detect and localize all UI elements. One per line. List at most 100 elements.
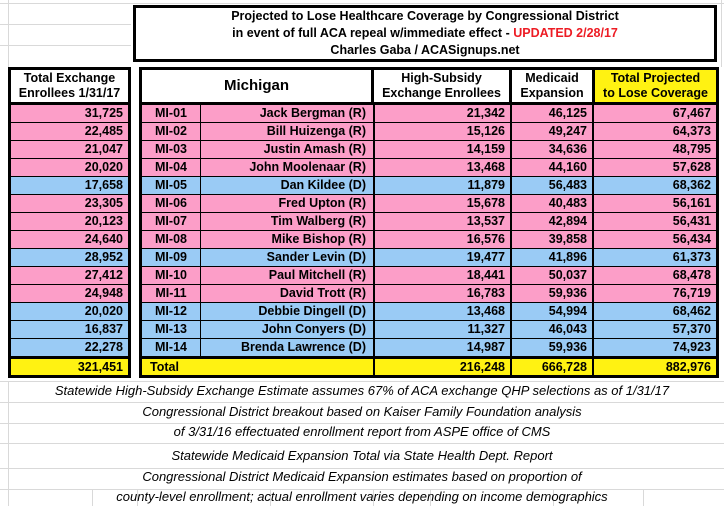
rep-cell[interactable]: Sander Levin (D) [201,249,375,266]
rep-cell[interactable]: John Moolenaar (R) [201,159,375,176]
high-subsidy-cell[interactable]: 13,468 [375,159,512,176]
total-cell[interactable]: 76,719 [672,286,711,300]
total-cell[interactable]: 74,923 [672,340,711,354]
high-subsidy-cell[interactable]: 15,678 [375,195,512,212]
high-subsidy-cell[interactable]: 15,126 [375,123,512,140]
medicaid-cell[interactable]: 46,125 [512,105,594,122]
enrollees-total-cell[interactable]: 321,451 [8,357,131,378]
totals-medicaid-cell[interactable]: 666,728 [512,359,594,375]
rep-cell[interactable]: Dan Kildee (D) [201,177,375,194]
enrollees-cell[interactable]: 28,952 [11,249,128,267]
total-cell[interactable]: 68,462 [672,304,711,318]
rep-cell[interactable]: Justin Amash (R) [201,141,375,158]
total-cell[interactable]: 57,628 [672,160,711,174]
enrollees-cell[interactable]: 16,837 [11,321,128,339]
rep-cell[interactable]: Jack Bergman (R) [201,105,375,122]
header-total-exchange-enrollees[interactable]: Total Exchange Enrollees 1/31/17 [8,67,131,105]
medicaid-cell[interactable]: 59,936 [512,339,594,356]
enrollees-cell[interactable]: 17,658 [11,177,128,195]
title-line2-prefix: in event of full ACA repeal w/immediate … [232,26,514,40]
total-cell[interactable]: 67,467 [672,106,711,120]
high-subsidy-cell[interactable]: 13,468 [375,303,512,320]
total-cell[interactable]: 57,370 [672,322,711,336]
enrollees-cell[interactable]: 22,278 [11,339,128,357]
district-cell[interactable]: MI-04 [142,159,201,176]
totals-high-subsidy-cell[interactable]: 216,248 [375,359,512,375]
rep-cell[interactable]: Mike Bishop (R) [201,231,375,248]
gridline [0,381,724,382]
medicaid-cell[interactable]: 41,896 [512,249,594,266]
rep-cell[interactable]: David Trott (R) [201,285,375,302]
table-row: MI-11 David Trott (R) 16,783 59,936 76,719 [142,285,716,303]
total-cell[interactable]: 61,373 [672,250,711,264]
high-subsidy-cell[interactable]: 16,576 [375,231,512,248]
high-subsidy-cell[interactable]: 19,477 [375,249,512,266]
enrollees-cell[interactable]: 24,948 [11,285,128,303]
header-medicaid-expansion[interactable]: Medicaid Expansion [512,67,595,105]
medicaid-cell[interactable]: 42,894 [512,213,594,230]
medicaid-cell[interactable]: 39,858 [512,231,594,248]
district-cell[interactable]: MI-13 [142,321,201,338]
medicaid-cell[interactable]: 44,160 [512,159,594,176]
district-cell[interactable]: MI-10 [142,267,201,284]
total-cell[interactable]: 56,431 [672,214,711,228]
totals-lose-coverage-cell[interactable]: 882,976 [665,360,711,374]
medicaid-cell[interactable]: 46,043 [512,321,594,338]
total-cell[interactable]: 48,795 [672,142,711,156]
high-subsidy-cell[interactable]: 13,537 [375,213,512,230]
high-subsidy-cell[interactable]: 14,987 [375,339,512,356]
district-cell[interactable]: MI-11 [142,285,201,302]
enrollees-cell[interactable]: 20,020 [11,159,128,177]
enrollees-cell[interactable]: 20,020 [11,303,128,321]
district-cell[interactable]: MI-03 [142,141,201,158]
district-cell[interactable]: MI-14 [142,339,201,356]
high-subsidy-cell[interactable]: 21,342 [375,105,512,122]
medicaid-cell[interactable]: 54,994 [512,303,594,320]
district-cell[interactable]: MI-07 [142,213,201,230]
high-subsidy-cell[interactable]: 14,159 [375,141,512,158]
header-total-projected[interactable]: Total Projected to Lose Coverage [595,67,719,105]
gridline [0,3,724,4]
rep-cell[interactable]: Paul Mitchell (R) [201,267,375,284]
enrollees-cell[interactable]: 24,640 [11,231,128,249]
district-cell[interactable]: MI-05 [142,177,201,194]
table-row: MI-12 Debbie Dingell (D) 13,468 54,994 68,46… [142,303,716,321]
district-cell[interactable]: MI-06 [142,195,201,212]
district-cell[interactable]: MI-01 [142,105,201,122]
rep-cell[interactable]: Tim Walberg (R) [201,213,375,230]
rep-cell[interactable]: Bill Huizenga (R) [201,123,375,140]
enrollees-cell[interactable]: 31,725 [11,105,128,123]
high-subsidy-cell[interactable]: 11,879 [375,177,512,194]
total-cell[interactable]: 68,478 [672,268,711,282]
enrollees-cell[interactable]: 23,305 [11,195,128,213]
medicaid-cell[interactable]: 49,247 [512,123,594,140]
total-cell[interactable]: 56,161 [672,196,711,210]
medicaid-cell[interactable]: 56,483 [512,177,594,194]
rep-cell[interactable]: Debbie Dingell (D) [201,303,375,320]
enrollees-cell[interactable]: 27,412 [11,267,128,285]
totals-label-cell[interactable]: Total [142,359,375,375]
rep-cell[interactable]: Brenda Lawrence (D) [201,339,375,356]
high-subsidy-cell[interactable]: 11,327 [375,321,512,338]
district-cell[interactable]: MI-09 [142,249,201,266]
enrollees-cell[interactable]: 22,485 [11,123,128,141]
high-subsidy-cell[interactable]: 18,441 [375,267,512,284]
medicaid-cell[interactable]: 40,483 [512,195,594,212]
total-cell[interactable]: 68,362 [672,178,711,192]
district-cell[interactable]: MI-02 [142,123,201,140]
high-subsidy-cell[interactable]: 16,783 [375,285,512,302]
district-cell[interactable]: MI-12 [142,303,201,320]
enrollees-cell[interactable]: 20,123 [11,213,128,231]
enrollees-cell[interactable]: 21,047 [11,141,128,159]
header-high-subsidy[interactable]: High-Subsidy Exchange Enrollees [374,67,512,105]
medicaid-cell[interactable]: 59,936 [512,285,594,302]
total-cell[interactable]: 64,373 [672,124,711,138]
title-box: Projected to Lose Healthcare Coverage by… [133,5,717,62]
total-cell[interactable]: 56,434 [672,232,711,246]
district-cell[interactable]: MI-08 [142,231,201,248]
rep-cell[interactable]: Fred Upton (R) [201,195,375,212]
medicaid-cell[interactable]: 34,636 [512,141,594,158]
medicaid-cell[interactable]: 50,037 [512,267,594,284]
header-state-michigan[interactable]: Michigan [139,67,374,105]
rep-cell[interactable]: John Conyers (D) [201,321,375,338]
